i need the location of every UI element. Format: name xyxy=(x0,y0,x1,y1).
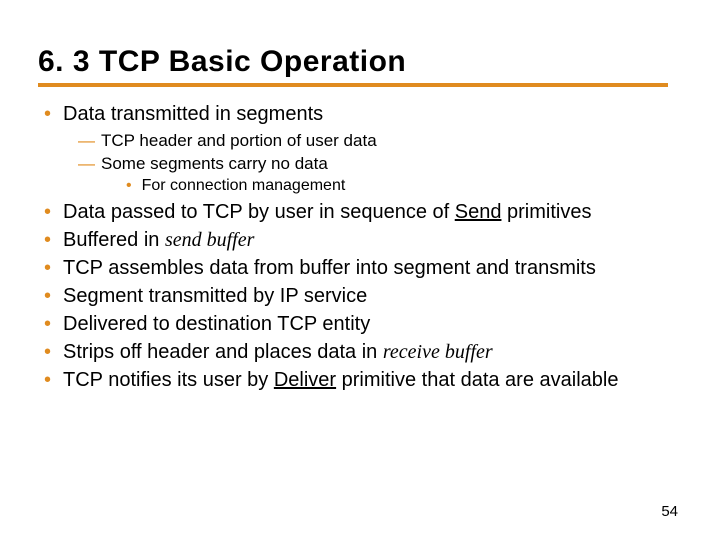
bullet-dot-icon: • xyxy=(44,199,51,225)
bullet-dot-icon: • xyxy=(44,311,51,337)
bullet-item: • Strips off header and places data in r… xyxy=(30,339,690,365)
slide-container: 6. 3 TCP Basic Operation • Data transmit… xyxy=(0,0,720,393)
italic-term: receive buffer xyxy=(383,341,493,363)
dash-icon: — xyxy=(78,152,95,175)
bullet-item: • Segment transmitted by IP service xyxy=(30,283,690,309)
bullet-dot-icon: • xyxy=(44,101,51,127)
underlined-term: Send xyxy=(455,201,502,223)
sub-sub-bullet-text: For connection management xyxy=(142,175,346,197)
bullet-dot-icon: • xyxy=(44,367,51,393)
bullet-dot-icon: • xyxy=(44,283,51,309)
bullet-dot-icon: • xyxy=(44,227,51,253)
bullet-item: • Delivered to destination TCP entity xyxy=(30,311,690,337)
text-fragment: TCP notifies its user by xyxy=(63,369,274,391)
italic-term: send buffer xyxy=(165,229,254,251)
bullet-dot-icon: • xyxy=(44,255,51,281)
page-number: 54 xyxy=(661,503,678,520)
sub-bullet-text: TCP header and portion of user data xyxy=(101,129,377,152)
sub-bullet-text: Some segments carry no data xyxy=(101,152,328,175)
sub-bullet-item: — TCP header and portion of user data xyxy=(30,129,690,152)
underlined-term: Deliver xyxy=(274,369,336,391)
bullet-text: TCP notifies its user by Deliver primiti… xyxy=(63,367,618,393)
text-fragment: primitives xyxy=(501,201,591,223)
bullet-text: Data passed to TCP by user in sequence o… xyxy=(63,199,591,225)
bullet-item: • TCP assembles data from buffer into se… xyxy=(30,255,690,281)
bullet-item: • Buffered in send buffer xyxy=(30,227,690,253)
bullet-item: • TCP notifies its user by Deliver primi… xyxy=(30,367,690,393)
text-fragment: Strips off header and places data in xyxy=(63,341,383,363)
text-fragment: Data passed to TCP by user in sequence o… xyxy=(63,201,455,223)
slide-title: 6. 3 TCP Basic Operation xyxy=(30,45,690,79)
sub-sub-bullet-item: • For connection management xyxy=(30,175,690,197)
bullet-text: Delivered to destination TCP entity xyxy=(63,311,370,337)
bullet-text: Data transmitted in segments xyxy=(63,101,323,127)
bullet-item: • Data transmitted in segments xyxy=(30,101,690,127)
text-fragment: primitive that data are available xyxy=(336,369,618,391)
bullet-text: Strips off header and places data in rec… xyxy=(63,339,493,365)
bullet-dot-icon: • xyxy=(126,175,132,197)
bullet-text: Buffered in send buffer xyxy=(63,227,254,253)
bullet-item: • Data passed to TCP by user in sequence… xyxy=(30,199,690,225)
dash-icon: — xyxy=(78,129,95,152)
bullet-dot-icon: • xyxy=(44,339,51,365)
bullet-text: TCP assembles data from buffer into segm… xyxy=(63,255,596,281)
title-underline xyxy=(38,83,668,87)
sub-bullet-item: — Some segments carry no data xyxy=(30,152,690,175)
text-fragment: Buffered in xyxy=(63,229,165,251)
bullet-text: Segment transmitted by IP service xyxy=(63,283,367,309)
